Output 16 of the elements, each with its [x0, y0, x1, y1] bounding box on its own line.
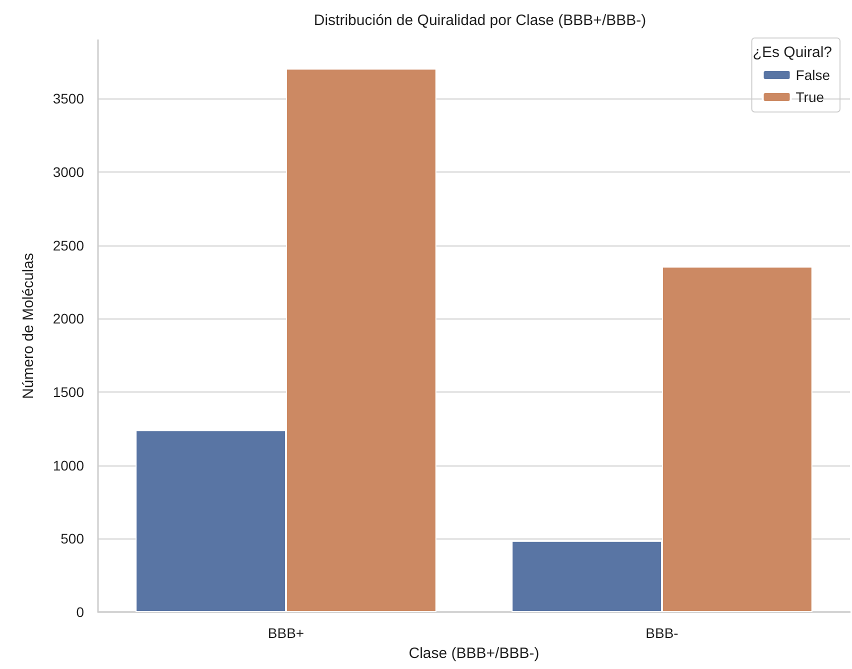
- y-tick-label: 500: [60, 530, 84, 547]
- x-axis-title: Clase (BBB+/BBB-): [408, 645, 540, 662]
- x-tick-label: BBB+: [268, 625, 304, 641]
- y-tick-label: 3500: [52, 90, 84, 107]
- y-axis-title: Número de Moléculas: [20, 253, 37, 399]
- x-tick-label: BBB-: [646, 625, 679, 641]
- y-tick-label: 1500: [52, 384, 84, 400]
- y-tick-label: 1000: [52, 457, 84, 474]
- legend-title: ¿Es Quiral?: [752, 44, 832, 61]
- y-tick-label: 2500: [52, 237, 84, 254]
- y-tick-label: 2000: [52, 310, 84, 327]
- y-tick-label: 3000: [52, 164, 84, 180]
- legend-label: True: [796, 89, 824, 105]
- legend-label: False: [796, 67, 830, 83]
- chart-title: Distribución de Quiralidad por Clase (BBB+/BBB-): [314, 12, 646, 29]
- y-tick-label: 0: [76, 604, 84, 620]
